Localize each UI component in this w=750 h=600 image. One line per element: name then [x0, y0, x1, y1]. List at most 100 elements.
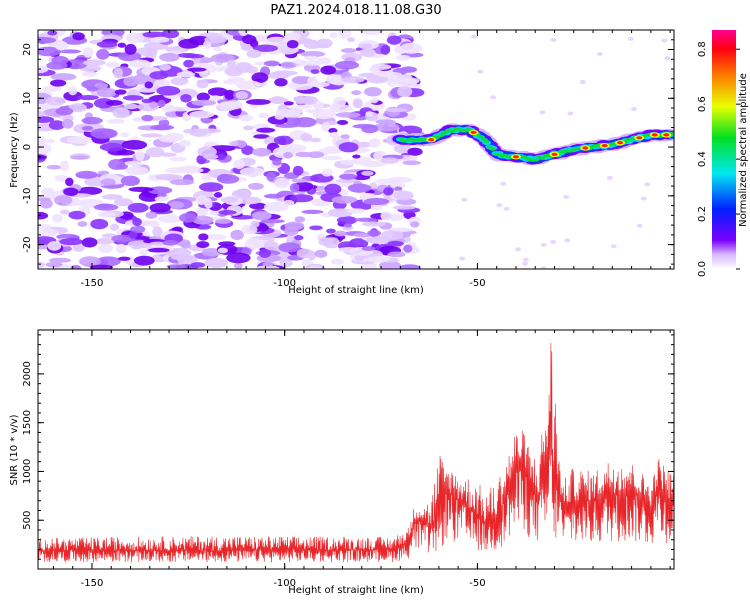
- heatmap-noise-blob: [238, 114, 254, 122]
- heatmap-noise-blob: [179, 213, 197, 223]
- heatmap-noise-blob: [52, 213, 63, 223]
- snr-xtick-label: -150: [81, 578, 104, 589]
- heatmap-noise-blob: [38, 46, 62, 57]
- heatmap-noise-blob: [63, 187, 79, 196]
- heatmap-noise-blob: [148, 247, 170, 253]
- heatmap-noise-blob: [135, 84, 160, 93]
- snr-panel: -150 -100 -50 500 1000 1500 2000 Height of str…: [9, 329, 675, 596]
- heatmap-noise-blob: [327, 208, 354, 218]
- heatmap-noise-blob: [147, 186, 173, 195]
- heatmap-noise-blob: [68, 103, 87, 113]
- heatmap-noise-blob: [53, 195, 73, 206]
- heatmap-noise-blob: [387, 251, 406, 258]
- heatmap-noise-blob: [117, 51, 142, 62]
- heatmap-noise-blob: [157, 99, 166, 108]
- heatmap-noise-blob: [187, 67, 207, 72]
- heatmap-noise-blob: [283, 199, 295, 206]
- heatmap-noise-blob: [245, 99, 271, 105]
- heatmap-noise-blob: [274, 78, 288, 87]
- heatmap-noise-blob: [253, 134, 270, 139]
- heatmap-noise-blob: [198, 182, 224, 192]
- heatmap-noise-blob: [86, 86, 99, 92]
- heatmap-noise-blob: [157, 214, 183, 223]
- heatmap-noise-blob: [352, 99, 364, 109]
- heatmap-noise-blob: [309, 137, 322, 143]
- heatmap-noise-blob: [399, 42, 423, 54]
- heatmap-noise-blob: [301, 60, 325, 66]
- heatmap-noise-blob: [320, 65, 337, 75]
- heatmap-noise-blob: [217, 153, 227, 161]
- heatmap-noise-blob: [159, 63, 171, 71]
- heatmap-panel: -150 -100 -50 20 10 0 -10 -20 Height of straigh…: [9, 29, 675, 296]
- heatmap-noise-blob: [338, 142, 359, 153]
- heatmap-noise-blob: [140, 133, 163, 138]
- snr-xtick-label: -100: [273, 578, 296, 589]
- heatmap-noise-blob: [376, 71, 403, 78]
- heatmap-noise-blob: [145, 211, 158, 219]
- heatmap-noise-blob: [335, 112, 361, 118]
- heatmap-noise-blob: [370, 63, 392, 70]
- heatmap-noise-blob: [128, 59, 151, 68]
- heatmap-noise-blob: [397, 86, 413, 98]
- heatmap-noise-blob: [100, 178, 116, 186]
- heatmap-noise-blob: [252, 44, 278, 52]
- heatmap-noise-blob: [331, 195, 358, 204]
- heatmap-noise-blob: [403, 244, 413, 253]
- heatmap-noise-blob: [304, 55, 318, 60]
- heatmap-noise-blob: [347, 208, 367, 214]
- heatmap-noise-blob: [128, 231, 138, 239]
- heatmap-noise-blob: [521, 261, 528, 266]
- heatmap-noise-blob: [82, 59, 106, 66]
- heatmap-noise-blob: [503, 206, 510, 211]
- colorbar-ticks: 0.0 0.2 0.4 0.6 0.8: [697, 41, 740, 277]
- heatmap-noise-blob: [230, 229, 245, 241]
- snr-ytick-label: 1500: [22, 410, 33, 435]
- heatmap-noise-blob: [198, 233, 209, 241]
- heatmap-noise-blob: [63, 91, 83, 102]
- heatmap-noise-blob: [664, 56, 671, 61]
- heatmap-ylabel: Frequency (Hz): [9, 112, 20, 188]
- heatmap-noise-blob: [326, 228, 336, 234]
- heatmap-hotspot: [428, 138, 435, 142]
- heatmap-noise-blob: [89, 264, 114, 269]
- heatmap-hotspot: [636, 136, 643, 140]
- heatmap-noise-blob: [51, 55, 69, 65]
- snr-series-line: [38, 342, 674, 563]
- colorbar-tick-label: 0.4: [697, 151, 708, 167]
- heatmap-noise-blob: [161, 30, 180, 39]
- heatmap-noise-blob: [189, 110, 215, 119]
- heatmap-noise-blob: [262, 261, 274, 267]
- heatmap-noise-blob: [183, 59, 195, 68]
- heatmap-noise-blob: [361, 170, 374, 176]
- heatmap-xtick-label: -50: [469, 278, 485, 289]
- heatmap-noise-blob: [191, 99, 217, 106]
- heatmap-noise-blob: [216, 174, 240, 184]
- heatmap-noise-blob: [90, 128, 117, 139]
- heatmap-noise-blob: [241, 145, 254, 156]
- heatmap-noise-blob: [46, 164, 62, 170]
- heatmap-noise-blob: [289, 183, 300, 193]
- heatmap-noise-blob: [313, 44, 331, 49]
- heatmap-noise-blob: [301, 209, 324, 215]
- heatmap-noise-blob: [158, 134, 181, 143]
- heatmap-noise-blob: [321, 121, 330, 132]
- heatmap-noise-blob: [294, 95, 306, 105]
- heatmap-noise-blob: [98, 243, 113, 254]
- heatmap-noise-blob: [81, 237, 98, 248]
- heatmap-noise-blob: [178, 139, 192, 147]
- heatmap-noise-blob: [292, 117, 317, 128]
- heatmap-noise-blob: [235, 80, 262, 90]
- heatmap-noise-blob: [178, 38, 200, 49]
- heatmap-signal: [489, 147, 496, 151]
- heatmap-noise-blob: [373, 178, 399, 185]
- heatmap-noise-blob: [123, 76, 139, 87]
- heatmap-noise-blob: [108, 158, 126, 170]
- heatmap-noise-blob: [97, 211, 116, 218]
- heatmap-noise-blob: [263, 241, 279, 251]
- heatmap-noise-blob: [291, 178, 308, 183]
- colorbar: 0.0 0.2 0.4 0.6 0.8 Normalized spectral ampl…: [697, 30, 749, 277]
- heatmap-noise-blob: [207, 87, 228, 97]
- heatmap-noise-blob: [282, 151, 293, 159]
- heatmap-noise-blob: [269, 96, 286, 105]
- heatmap-noise-blob: [381, 230, 404, 240]
